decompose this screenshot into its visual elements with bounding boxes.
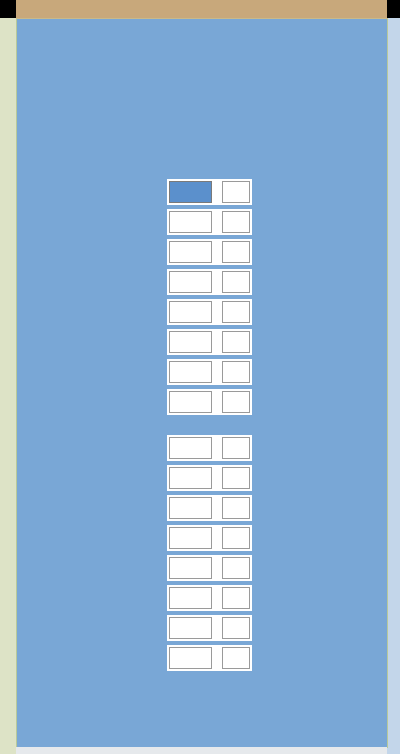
bottom-strip — [16, 747, 387, 754]
small-input-field[interactable] — [222, 211, 250, 233]
text-input-field[interactable] — [169, 301, 212, 323]
text-input-field[interactable] — [169, 527, 212, 549]
text-input-field[interactable] — [169, 617, 212, 639]
text-input-field[interactable] — [169, 391, 212, 413]
field-row — [167, 269, 252, 295]
small-input-field[interactable] — [222, 587, 250, 609]
small-input-field[interactable] — [222, 331, 250, 353]
field-row — [167, 495, 252, 521]
text-input-field[interactable] — [169, 467, 212, 489]
small-input-field[interactable] — [222, 497, 250, 519]
small-input-field[interactable] — [222, 527, 250, 549]
small-input-field[interactable] — [222, 301, 250, 323]
field-row — [167, 329, 252, 355]
text-input-field[interactable] — [169, 181, 212, 203]
text-input-field[interactable] — [169, 647, 212, 669]
text-input-field[interactable] — [169, 497, 212, 519]
field-row — [167, 585, 252, 611]
small-input-field[interactable] — [222, 181, 250, 203]
text-input-field[interactable] — [169, 361, 212, 383]
small-input-field[interactable] — [222, 437, 250, 459]
text-input-field[interactable] — [169, 557, 212, 579]
field-row — [167, 389, 252, 415]
text-input-field[interactable] — [169, 271, 212, 293]
small-input-field[interactable] — [222, 271, 250, 293]
small-input-field[interactable] — [222, 647, 250, 669]
input-group-bottom — [167, 435, 252, 675]
top-left-corner — [0, 0, 16, 18]
right-scroll-strip — [387, 18, 400, 754]
text-input-field[interactable] — [169, 211, 212, 233]
top-right-corner — [387, 0, 400, 18]
field-row — [167, 239, 252, 265]
small-input-field[interactable] — [222, 361, 250, 383]
text-input-field[interactable] — [169, 241, 212, 263]
field-row — [167, 645, 252, 671]
field-row — [167, 555, 252, 581]
small-input-field[interactable] — [222, 391, 250, 413]
field-row — [167, 465, 252, 491]
field-row — [167, 525, 252, 551]
field-row — [167, 359, 252, 385]
text-input-field[interactable] — [169, 587, 212, 609]
field-row — [167, 615, 252, 641]
title-bar — [16, 0, 387, 18]
small-input-field[interactable] — [222, 617, 250, 639]
field-row — [167, 299, 252, 325]
left-sidebar-strip — [0, 18, 16, 754]
small-input-field[interactable] — [222, 467, 250, 489]
input-group-top — [167, 179, 252, 419]
text-input-field[interactable] — [169, 331, 212, 353]
field-row — [167, 209, 252, 235]
text-input-field[interactable] — [169, 437, 212, 459]
field-row — [167, 179, 252, 205]
small-input-field[interactable] — [222, 557, 250, 579]
small-input-field[interactable] — [222, 241, 250, 263]
field-row — [167, 435, 252, 461]
main-panel — [16, 18, 388, 748]
